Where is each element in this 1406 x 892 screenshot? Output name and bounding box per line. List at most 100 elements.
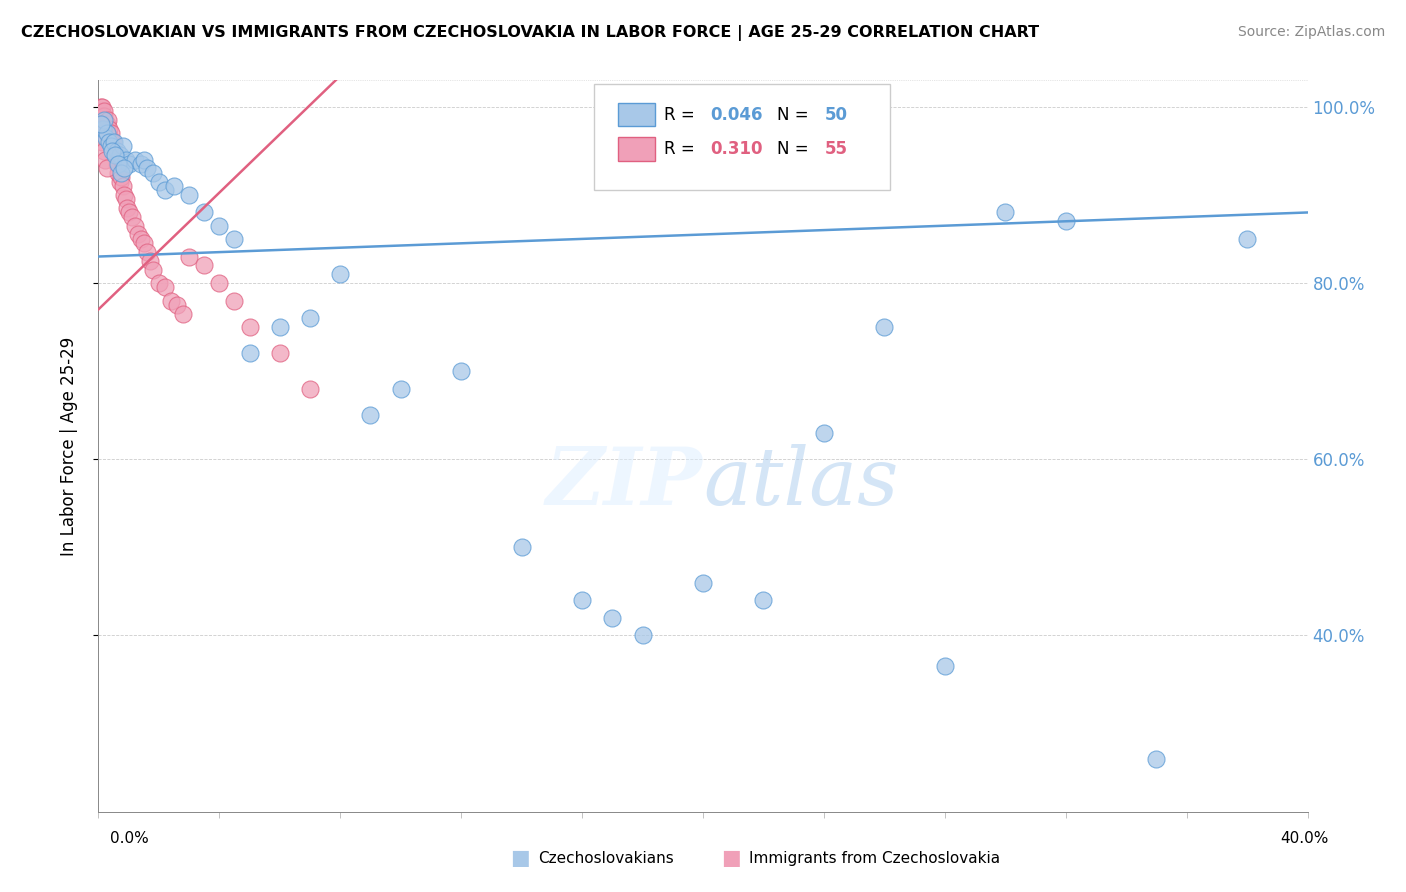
Text: Source: ZipAtlas.com: Source: ZipAtlas.com — [1237, 25, 1385, 39]
Text: ZIP: ZIP — [546, 444, 703, 521]
Point — [93, 104, 115, 119]
Point — [239, 320, 262, 334]
Point — [96, 161, 118, 176]
Point — [389, 382, 412, 396]
Point — [91, 100, 114, 114]
Text: Immigrants from Czechoslovakia: Immigrants from Czechoslovakia — [749, 851, 1001, 865]
Point — [118, 157, 141, 171]
Point — [153, 183, 176, 197]
Point — [97, 112, 120, 127]
Point — [114, 153, 136, 167]
Point — [108, 148, 131, 162]
Text: 50: 50 — [825, 105, 848, 124]
Point — [112, 187, 135, 202]
Point — [148, 276, 170, 290]
Point — [813, 425, 835, 440]
Point — [631, 628, 654, 642]
Point — [179, 250, 201, 264]
Point — [142, 166, 165, 180]
Point — [153, 280, 176, 294]
Point — [239, 346, 262, 360]
Point — [752, 593, 775, 607]
Text: R =: R = — [664, 105, 700, 124]
Point — [90, 100, 112, 114]
Point — [127, 227, 149, 242]
Point — [129, 157, 152, 171]
Text: 0.0%: 0.0% — [110, 831, 149, 847]
Point — [166, 298, 188, 312]
Point — [269, 346, 291, 360]
Point — [602, 611, 624, 625]
Point — [873, 320, 896, 334]
Point — [110, 166, 132, 180]
Point — [96, 126, 118, 140]
Point — [160, 293, 183, 308]
Point — [208, 276, 231, 290]
Point — [1054, 214, 1077, 228]
Point — [121, 210, 143, 224]
Point — [110, 170, 132, 185]
Point — [179, 187, 201, 202]
Point — [172, 307, 194, 321]
Point — [692, 575, 714, 590]
Point — [93, 109, 115, 123]
FancyBboxPatch shape — [595, 84, 890, 190]
Point — [510, 541, 533, 555]
Point — [111, 179, 134, 194]
Point — [100, 139, 122, 153]
Point — [104, 148, 127, 162]
Point — [98, 121, 121, 136]
Text: R =: R = — [664, 140, 700, 158]
Text: 0.310: 0.310 — [710, 140, 762, 158]
Point — [299, 382, 322, 396]
Point — [103, 135, 125, 149]
Point — [108, 175, 131, 189]
Point — [1236, 232, 1258, 246]
Point — [101, 144, 124, 158]
Point — [163, 179, 186, 194]
Point — [329, 267, 352, 281]
Point — [571, 593, 593, 607]
Point — [299, 311, 322, 326]
Point — [90, 121, 112, 136]
Point — [142, 262, 165, 277]
Point — [101, 135, 124, 149]
Text: Czechoslovakians: Czechoslovakians — [538, 851, 675, 865]
Point — [135, 161, 157, 176]
Point — [100, 126, 122, 140]
Point — [93, 144, 115, 158]
Point — [934, 659, 956, 673]
Point — [94, 153, 117, 167]
Point — [132, 236, 155, 251]
Point — [100, 135, 122, 149]
Point — [124, 153, 146, 167]
Bar — [619, 137, 655, 161]
Point — [112, 161, 135, 176]
Point — [91, 135, 114, 149]
Point — [103, 144, 125, 158]
Point — [124, 219, 146, 233]
Point — [994, 205, 1017, 219]
Point — [105, 144, 128, 158]
Point — [89, 104, 111, 119]
Point — [208, 219, 231, 233]
Point — [107, 166, 129, 180]
Text: 55: 55 — [825, 140, 848, 158]
Point — [450, 364, 472, 378]
Point — [1146, 752, 1168, 766]
Point — [90, 117, 112, 131]
Point — [111, 139, 134, 153]
Point — [360, 408, 382, 422]
Text: CZECHOSLOVAKIAN VS IMMIGRANTS FROM CZECHOSLOVAKIA IN LABOR FORCE | AGE 25-29 COR: CZECHOSLOVAKIAN VS IMMIGRANTS FROM CZECH… — [21, 25, 1039, 41]
Text: N =: N = — [776, 140, 814, 158]
Text: ■: ■ — [721, 848, 741, 868]
Point — [118, 205, 141, 219]
Point — [105, 157, 128, 171]
Point — [94, 121, 117, 136]
Text: ■: ■ — [510, 848, 530, 868]
Point — [93, 112, 115, 127]
Text: 40.0%: 40.0% — [1281, 831, 1329, 847]
Text: N =: N = — [776, 105, 814, 124]
Point — [98, 130, 121, 145]
Text: 0.046: 0.046 — [710, 105, 762, 124]
